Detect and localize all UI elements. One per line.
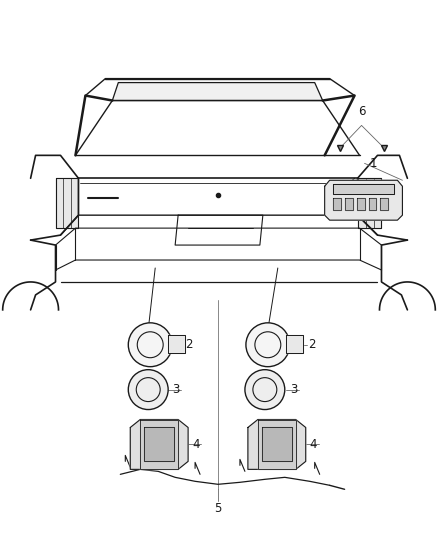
Circle shape xyxy=(245,370,285,409)
Polygon shape xyxy=(325,180,403,220)
Circle shape xyxy=(128,370,168,409)
Polygon shape xyxy=(357,178,381,228)
Text: 2: 2 xyxy=(185,338,193,351)
Text: 3: 3 xyxy=(172,383,180,396)
Polygon shape xyxy=(140,419,178,470)
Text: 6: 6 xyxy=(358,106,365,118)
Text: 3: 3 xyxy=(290,383,297,396)
Text: 1: 1 xyxy=(370,157,377,170)
Polygon shape xyxy=(130,419,188,470)
Polygon shape xyxy=(144,427,174,462)
Text: 5: 5 xyxy=(214,502,222,515)
Polygon shape xyxy=(368,198,377,210)
Polygon shape xyxy=(56,178,78,228)
Circle shape xyxy=(246,323,290,367)
Text: 4: 4 xyxy=(192,438,200,451)
Text: 2: 2 xyxy=(308,338,315,351)
Polygon shape xyxy=(332,198,341,210)
Polygon shape xyxy=(345,198,353,210)
Polygon shape xyxy=(332,184,395,194)
Polygon shape xyxy=(357,198,364,210)
Circle shape xyxy=(128,323,172,367)
Polygon shape xyxy=(248,419,306,470)
Polygon shape xyxy=(262,427,292,462)
Text: 4: 4 xyxy=(310,438,317,451)
Polygon shape xyxy=(286,335,303,353)
Polygon shape xyxy=(258,419,296,470)
Polygon shape xyxy=(381,198,389,210)
Polygon shape xyxy=(168,335,185,353)
Polygon shape xyxy=(112,83,323,101)
